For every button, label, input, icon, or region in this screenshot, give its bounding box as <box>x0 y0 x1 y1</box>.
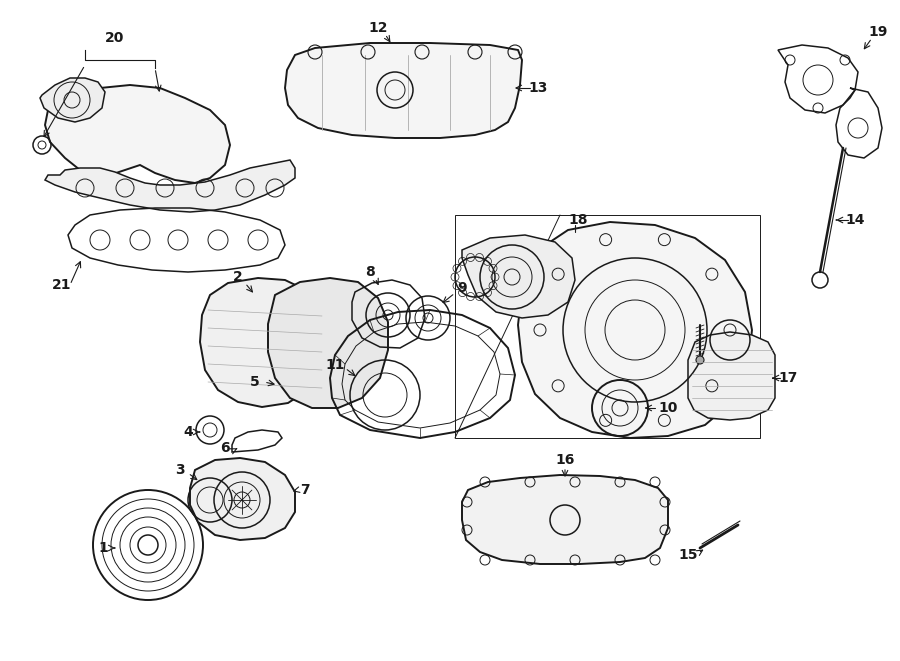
Text: 9: 9 <box>457 281 467 295</box>
Text: 8: 8 <box>365 265 375 279</box>
Text: 17: 17 <box>778 371 797 385</box>
Text: 1: 1 <box>98 541 108 555</box>
Text: 11: 11 <box>325 358 345 372</box>
Circle shape <box>696 356 704 364</box>
Text: 3: 3 <box>176 463 184 477</box>
Polygon shape <box>688 332 775 420</box>
Polygon shape <box>45 160 295 212</box>
Polygon shape <box>200 278 328 407</box>
Text: 18: 18 <box>568 213 588 227</box>
Polygon shape <box>40 78 105 122</box>
Text: 4: 4 <box>183 425 193 439</box>
Text: 14: 14 <box>845 213 865 227</box>
Text: 10: 10 <box>658 401 678 415</box>
Polygon shape <box>462 475 668 564</box>
Text: 13: 13 <box>528 81 548 95</box>
Polygon shape <box>518 222 752 438</box>
Text: 20: 20 <box>105 31 125 45</box>
Text: 6: 6 <box>220 441 230 455</box>
Text: 12: 12 <box>368 21 388 35</box>
Polygon shape <box>462 235 575 318</box>
Text: 21: 21 <box>52 278 72 292</box>
Text: 5: 5 <box>250 375 260 389</box>
Text: 7: 7 <box>301 483 310 497</box>
Polygon shape <box>45 85 230 183</box>
Polygon shape <box>190 458 295 540</box>
Bar <box>455 215 760 438</box>
Polygon shape <box>268 278 388 408</box>
Text: 19: 19 <box>868 25 887 39</box>
Text: 16: 16 <box>555 453 575 467</box>
Text: 15: 15 <box>679 548 698 562</box>
Text: 2: 2 <box>233 270 243 284</box>
Polygon shape <box>285 43 522 138</box>
